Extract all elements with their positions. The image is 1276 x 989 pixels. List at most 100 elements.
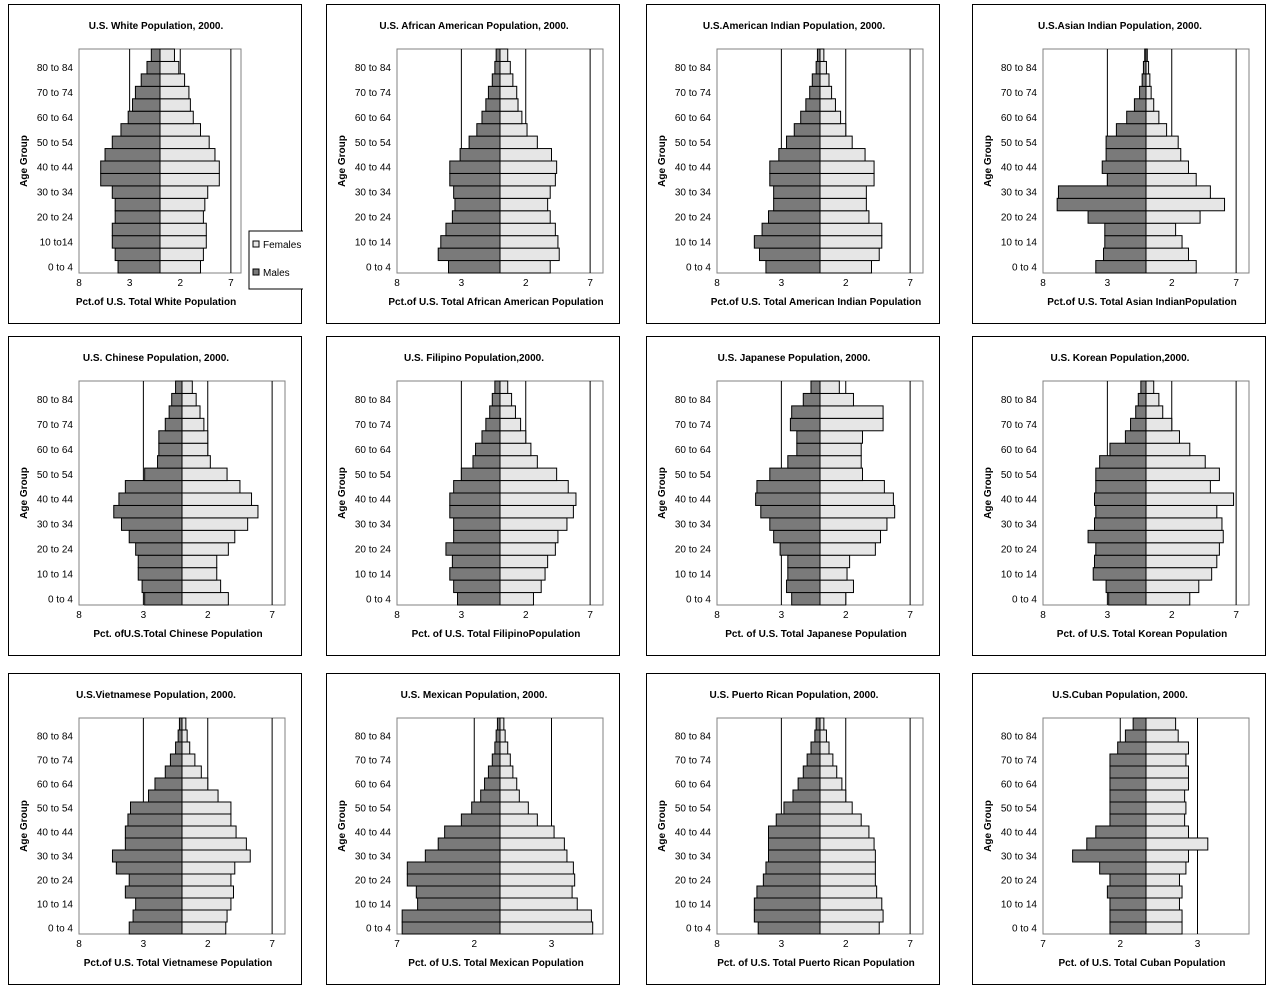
bar-male bbox=[1094, 517, 1147, 531]
bar-male bbox=[814, 729, 821, 743]
bar-male bbox=[459, 148, 501, 162]
bar-male bbox=[1104, 222, 1147, 237]
x-tick-label: 3 bbox=[459, 610, 465, 621]
y-tick-label: 10 to 14 bbox=[1001, 900, 1038, 911]
bar-female bbox=[159, 160, 220, 174]
bar-female bbox=[181, 492, 253, 506]
bar-male bbox=[480, 789, 501, 803]
bar-female bbox=[819, 48, 825, 62]
bar-male bbox=[135, 897, 183, 911]
bar-female bbox=[181, 430, 209, 444]
bar-male bbox=[768, 210, 821, 224]
bar-male bbox=[175, 380, 183, 394]
bar-female bbox=[499, 492, 577, 506]
bar-female bbox=[1145, 873, 1180, 887]
bar-female bbox=[1145, 592, 1191, 606]
chart-title: U.S.Asian Indian Population, 2000. bbox=[1038, 21, 1202, 32]
bar-female bbox=[159, 110, 194, 125]
bar-female bbox=[181, 455, 211, 469]
bar-male bbox=[481, 110, 501, 125]
bar-female bbox=[1145, 185, 1211, 199]
y-tick-label: 50 to 54 bbox=[355, 804, 392, 815]
y-tick-label: 80 to 84 bbox=[1001, 63, 1038, 74]
bar-male bbox=[761, 222, 821, 237]
y-tick-label: 20 to 24 bbox=[355, 213, 392, 224]
bar-female bbox=[499, 517, 568, 531]
x-tick-label: 2 bbox=[471, 939, 477, 950]
bar-female bbox=[819, 417, 884, 432]
legend-label-females: Females bbox=[263, 240, 301, 251]
bar-male bbox=[415, 885, 501, 899]
y-axis-title: Age Group bbox=[983, 135, 994, 187]
y-tick-label: 50 to 54 bbox=[355, 470, 392, 481]
pyramid-chart: U.S. Korean Population,2000. 0 to 4 10 to … bbox=[983, 353, 1250, 640]
bar-male bbox=[111, 235, 161, 249]
bar-male bbox=[444, 825, 501, 839]
bar-male bbox=[453, 480, 501, 494]
bar-female bbox=[499, 148, 552, 162]
bar-male bbox=[796, 442, 821, 457]
bar-male bbox=[1103, 247, 1147, 262]
bar-female bbox=[499, 765, 514, 779]
y-tick-label: 80 to 84 bbox=[37, 395, 74, 406]
bar-female bbox=[1145, 897, 1180, 911]
x-tick-label: 8 bbox=[714, 939, 720, 950]
bar-male bbox=[440, 235, 501, 249]
bar-male bbox=[485, 417, 501, 432]
y-tick-label: 0 to 4 bbox=[686, 262, 711, 273]
y-tick-label: 40 to 44 bbox=[355, 828, 392, 839]
bar-female bbox=[1145, 825, 1189, 839]
bar-male bbox=[1124, 729, 1147, 743]
bar-male bbox=[468, 135, 501, 150]
bar-female bbox=[819, 909, 884, 923]
bar-female bbox=[819, 197, 867, 212]
bar-female bbox=[819, 160, 875, 174]
y-axis-title: Age Group bbox=[657, 135, 668, 187]
y-tick-label: 10 to 14 bbox=[355, 569, 392, 580]
bar-female bbox=[499, 885, 573, 899]
pyramid-panel: U.S. Mexican Population, 2000. 0 to 4 10 t… bbox=[326, 673, 620, 985]
pyramid-chart: U.S. Chinese Population, 2000. 0 to 4 10 t… bbox=[19, 353, 286, 640]
x-tick-label: 8 bbox=[76, 939, 82, 950]
bar-male bbox=[1087, 529, 1147, 544]
bar-female bbox=[159, 60, 180, 75]
bar-female bbox=[159, 185, 209, 199]
bar-male bbox=[1132, 717, 1147, 731]
bar-male bbox=[1094, 554, 1147, 569]
bar-male bbox=[768, 837, 821, 851]
bar-female bbox=[1145, 579, 1200, 594]
bar-female bbox=[1145, 197, 1226, 212]
bar-female bbox=[819, 567, 848, 581]
bar-female bbox=[1145, 148, 1182, 162]
x-tick-label: 3 bbox=[141, 610, 147, 621]
bar-female bbox=[1145, 98, 1155, 112]
bar-female bbox=[159, 48, 175, 62]
y-tick-label: 40 to 44 bbox=[355, 495, 392, 506]
bar-male bbox=[1095, 467, 1147, 482]
bar-male bbox=[1106, 885, 1147, 899]
bar-female bbox=[819, 110, 842, 125]
bar-female bbox=[499, 529, 559, 544]
y-axis-title: Age Group bbox=[19, 800, 30, 852]
bar-male bbox=[127, 813, 183, 827]
bar-male bbox=[1139, 85, 1147, 100]
bar-female bbox=[499, 753, 511, 767]
bar-male bbox=[792, 789, 821, 803]
pyramid-chart: U.S. African American Population, 2000. 0… bbox=[337, 21, 604, 308]
bar-female bbox=[499, 741, 509, 755]
bar-male bbox=[1126, 110, 1147, 125]
bar-female bbox=[499, 123, 528, 137]
x-tick-label: 2 bbox=[1169, 610, 1175, 621]
bar-male bbox=[120, 517, 183, 531]
chart-title: U.S. Japanese Population, 2000. bbox=[718, 353, 871, 364]
bar-male bbox=[1109, 777, 1147, 791]
bar-female bbox=[819, 492, 894, 506]
bar-female bbox=[181, 529, 236, 544]
bar-male bbox=[140, 73, 161, 87]
x-tick-label: 8 bbox=[76, 278, 82, 289]
bar-male bbox=[495, 48, 501, 62]
bar-male bbox=[158, 442, 183, 457]
bar-female bbox=[1145, 837, 1209, 851]
bar-female bbox=[819, 73, 830, 87]
y-axis-title: Age Group bbox=[337, 135, 348, 187]
